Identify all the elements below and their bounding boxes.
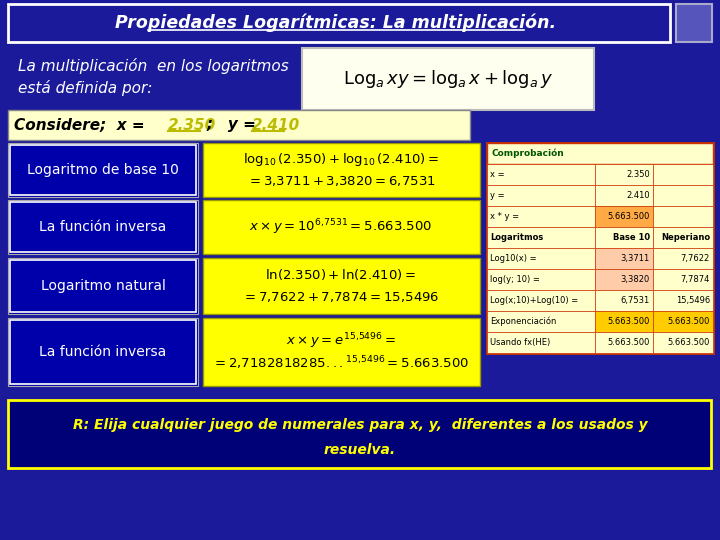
Text: 2.350: 2.350 — [626, 170, 650, 179]
Text: Neperiano: Neperiano — [661, 233, 710, 242]
Text: R: Elija cualquier juego de numerales para x, y,  diferentes a los usados y: R: Elija cualquier juego de numerales pa… — [73, 418, 647, 432]
Text: $\ln(2.350) + \ln(2.410) =$: $\ln(2.350) + \ln(2.410) =$ — [266, 267, 417, 282]
FancyBboxPatch shape — [487, 311, 595, 332]
FancyBboxPatch shape — [653, 185, 713, 206]
FancyBboxPatch shape — [595, 290, 653, 311]
Text: 5.663.500: 5.663.500 — [667, 338, 710, 347]
FancyBboxPatch shape — [653, 332, 713, 353]
FancyBboxPatch shape — [8, 318, 198, 386]
FancyBboxPatch shape — [487, 332, 595, 353]
FancyBboxPatch shape — [487, 248, 595, 269]
Text: $= 2{,}7182818285...^{15{,}5496} = 5.663.500$: $= 2{,}7182818285...^{15{,}5496} = 5.663… — [212, 354, 469, 372]
FancyBboxPatch shape — [595, 227, 653, 248]
Text: La multiplicación  en los logaritmos: La multiplicación en los logaritmos — [18, 58, 289, 74]
FancyBboxPatch shape — [10, 202, 196, 252]
FancyBboxPatch shape — [653, 290, 713, 311]
Text: Considere;  x =: Considere; x = — [14, 118, 150, 132]
FancyBboxPatch shape — [302, 48, 594, 110]
Text: $= 7{,}7622 + 7{,}7874 = 15{,}5496$: $= 7{,}7622 + 7{,}7874 = 15{,}5496$ — [243, 290, 440, 304]
Text: Exponenciación: Exponenciación — [490, 317, 557, 326]
Text: Logaritmo de base 10: Logaritmo de base 10 — [27, 163, 179, 177]
Text: x =: x = — [490, 170, 505, 179]
FancyBboxPatch shape — [595, 164, 653, 185]
FancyBboxPatch shape — [595, 206, 653, 227]
Text: y =: y = — [490, 191, 505, 200]
FancyBboxPatch shape — [653, 227, 713, 248]
FancyBboxPatch shape — [203, 143, 480, 197]
FancyBboxPatch shape — [676, 4, 712, 42]
FancyBboxPatch shape — [595, 311, 653, 332]
FancyBboxPatch shape — [487, 206, 595, 227]
FancyBboxPatch shape — [653, 311, 713, 332]
FancyBboxPatch shape — [487, 269, 595, 290]
FancyBboxPatch shape — [595, 332, 653, 353]
Text: Base 10: Base 10 — [613, 233, 650, 242]
FancyBboxPatch shape — [203, 318, 480, 386]
Text: está definida por:: está definida por: — [18, 80, 153, 96]
FancyBboxPatch shape — [653, 248, 713, 269]
FancyBboxPatch shape — [487, 143, 713, 164]
FancyBboxPatch shape — [487, 164, 595, 185]
FancyBboxPatch shape — [487, 227, 595, 248]
FancyBboxPatch shape — [203, 200, 480, 254]
Text: 5.663.500: 5.663.500 — [667, 317, 710, 326]
Text: resuelva.: resuelva. — [324, 443, 396, 457]
Text: 7,7622: 7,7622 — [680, 254, 710, 263]
Text: log(y; 10) =: log(y; 10) = — [490, 275, 540, 284]
Text: Log10(x) =: Log10(x) = — [490, 254, 536, 263]
FancyBboxPatch shape — [653, 164, 713, 185]
FancyBboxPatch shape — [10, 260, 196, 312]
FancyBboxPatch shape — [8, 258, 198, 314]
FancyBboxPatch shape — [595, 269, 653, 290]
Text: 3,3820: 3,3820 — [621, 275, 650, 284]
FancyBboxPatch shape — [203, 258, 480, 314]
FancyBboxPatch shape — [595, 185, 653, 206]
Text: x * y =: x * y = — [490, 212, 519, 221]
Text: 6,7531: 6,7531 — [621, 296, 650, 305]
Text: Usando fx(HE): Usando fx(HE) — [490, 338, 550, 347]
Text: $\log_{10}(2.350) + \log_{10}(2.410) =$: $\log_{10}(2.350) + \log_{10}(2.410) =$ — [243, 151, 439, 167]
Text: 15,5496: 15,5496 — [676, 296, 710, 305]
Text: Log(x;10)+Log(10) =: Log(x;10)+Log(10) = — [490, 296, 578, 305]
FancyBboxPatch shape — [8, 110, 470, 140]
FancyBboxPatch shape — [487, 185, 595, 206]
Text: Logaritmo natural: Logaritmo natural — [40, 279, 166, 293]
Text: 2.350: 2.350 — [168, 118, 216, 132]
FancyBboxPatch shape — [487, 290, 595, 311]
Text: 3,3711: 3,3711 — [621, 254, 650, 263]
Text: ;   y =: ; y = — [207, 118, 262, 132]
FancyBboxPatch shape — [653, 206, 713, 227]
FancyBboxPatch shape — [10, 320, 196, 384]
Text: 2.410: 2.410 — [252, 118, 300, 132]
Text: 7,7874: 7,7874 — [680, 275, 710, 284]
Text: $\mathrm{Log}_a\,xy = \log_a x + \log_a y$: $\mathrm{Log}_a\,xy = \log_a x + \log_a … — [343, 68, 553, 90]
Text: $x \times y = e^{15{,}5496} =$: $x \times y = e^{15{,}5496} =$ — [286, 331, 396, 351]
FancyBboxPatch shape — [8, 400, 711, 468]
FancyBboxPatch shape — [8, 200, 198, 254]
Text: 5.663.500: 5.663.500 — [608, 212, 650, 221]
Text: $x \times y = 10^{6{,}7531} = 5.663.500$: $x \times y = 10^{6{,}7531} = 5.663.500$ — [249, 217, 433, 237]
Text: 5.663.500: 5.663.500 — [608, 338, 650, 347]
FancyBboxPatch shape — [8, 4, 670, 42]
Text: $= 3{,}3711 + 3{,}3820 = 6{,}7531$: $= 3{,}3711 + 3{,}3820 = 6{,}7531$ — [247, 174, 436, 188]
Text: Propiedades Logarítmicas: La multiplicación.: Propiedades Logarítmicas: La multiplicac… — [115, 14, 557, 32]
Text: 5.663.500: 5.663.500 — [608, 317, 650, 326]
FancyBboxPatch shape — [10, 145, 196, 195]
Text: Logaritmos: Logaritmos — [490, 233, 544, 242]
Text: La función inversa: La función inversa — [40, 345, 166, 359]
FancyBboxPatch shape — [8, 143, 198, 197]
FancyBboxPatch shape — [653, 269, 713, 290]
FancyBboxPatch shape — [487, 143, 713, 353]
Text: La función inversa: La función inversa — [40, 220, 166, 234]
Text: 2.410: 2.410 — [626, 191, 650, 200]
FancyBboxPatch shape — [595, 248, 653, 269]
Text: Comprobación: Comprobación — [491, 148, 564, 158]
